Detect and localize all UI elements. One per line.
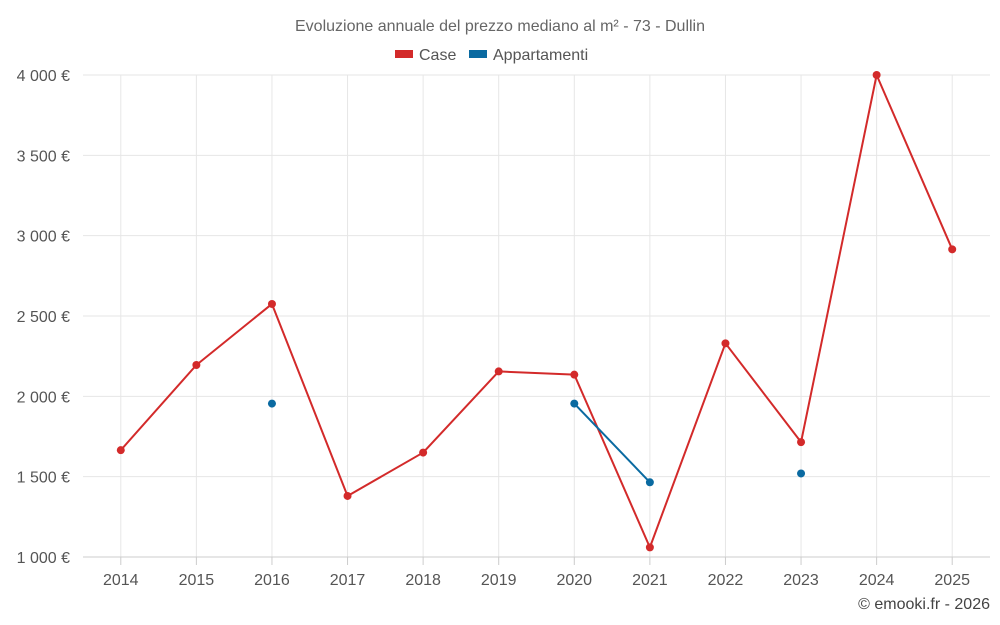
series-line-segment	[573, 373, 651, 549]
series-line-segment	[270, 302, 349, 497]
y-tick-label: 1 000 €	[17, 550, 70, 567]
x-tick-label: 2024	[859, 572, 895, 589]
data-point	[948, 245, 957, 254]
data-point	[494, 367, 503, 376]
series-line-segment	[119, 364, 198, 452]
data-point	[116, 446, 125, 455]
chart-title: Evoluzione annuale del prezzo mediano al…	[295, 18, 705, 35]
x-tick-label: 2017	[330, 572, 366, 589]
data-point	[570, 399, 579, 408]
credit-text: © emooki.fr - 2026	[858, 596, 990, 613]
x-tick-label: 2019	[481, 572, 517, 589]
legend-label: Case	[419, 47, 456, 64]
data-point	[797, 469, 806, 478]
x-tick-label: 2016	[254, 572, 290, 589]
legend-label: Appartamenti	[493, 47, 588, 64]
x-tick-label: 2020	[556, 572, 592, 589]
series-line-segment	[573, 402, 651, 484]
x-axis: 2014 2015 2016 2017 2018 2019 2020 2021 2022 2023…	[83, 556, 990, 589]
data-point	[645, 478, 654, 487]
y-tick-label: 2 000 €	[17, 389, 70, 406]
x-tick-label: 2014	[103, 572, 139, 589]
grid-lines	[83, 74, 990, 557]
y-tick-label: 3 000 €	[17, 229, 70, 246]
series-line-segment	[724, 342, 803, 444]
x-tick-label: 2021	[632, 572, 668, 589]
data-point	[797, 438, 806, 447]
data-point	[192, 361, 201, 370]
x-tick-label: 2022	[708, 572, 744, 589]
legend-swatch	[469, 50, 487, 58]
series-line-segment	[648, 342, 727, 549]
data-point	[343, 491, 352, 500]
series-line-segment	[195, 302, 273, 367]
data-point	[645, 543, 654, 552]
data-point	[419, 448, 428, 457]
x-tick-label: 2015	[179, 572, 215, 589]
legend-swatch	[395, 50, 413, 58]
y-tick-label: 3 500 €	[17, 148, 70, 165]
series-line-segment	[422, 370, 500, 454]
y-tick-label: 2 500 €	[17, 309, 70, 326]
data-point	[570, 370, 579, 379]
data-point	[721, 339, 730, 348]
series-line-segment	[875, 74, 954, 251]
y-axis: 1 000 € 1 500 € 2 000 € 2 500 € 3 000 € 3 500…	[17, 68, 70, 567]
series-line-segment	[497, 370, 576, 376]
series-appartamenti	[267, 399, 806, 487]
x-tick-label: 2018	[405, 572, 441, 589]
series-line-segment	[346, 451, 425, 497]
series-line-segment	[800, 74, 878, 444]
x-tick-label: 2025	[934, 572, 970, 589]
legend: Case Appartamenti	[395, 47, 588, 64]
x-tick-label: 2023	[783, 572, 819, 589]
series-layer	[116, 71, 957, 552]
y-tick-label: 1 500 €	[17, 470, 70, 487]
data-point	[267, 399, 276, 408]
data-point	[267, 299, 276, 308]
y-tick-label: 4 000 €	[17, 68, 70, 85]
series-case	[116, 71, 957, 552]
data-point	[872, 71, 881, 79]
